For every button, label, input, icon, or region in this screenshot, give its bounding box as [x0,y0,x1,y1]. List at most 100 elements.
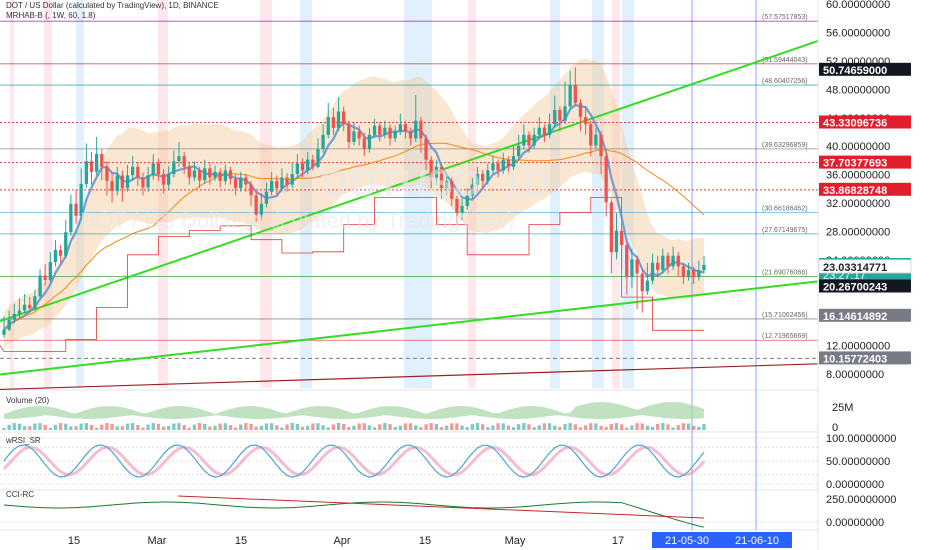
candle[interactable] [583,117,588,125]
volume-bar[interactable] [347,426,351,430]
candle[interactable] [177,156,181,162]
candle[interactable] [676,255,680,267]
candle[interactable] [7,319,11,330]
candle[interactable] [331,117,335,128]
volume-bar[interactable] [110,423,114,430]
volume-bar[interactable] [74,426,78,430]
candle[interactable] [95,154,99,172]
volume-bar[interactable] [120,426,124,430]
candle[interactable] [599,134,603,157]
volume-bar[interactable] [594,423,598,430]
volume-bar[interactable] [666,424,670,430]
volume-bar[interactable] [280,427,284,431]
volume-bar[interactable] [131,423,135,430]
volume-bar[interactable] [645,425,649,430]
volume-bar[interactable] [517,424,521,430]
candle[interactable] [609,202,613,253]
volume-bar[interactable] [177,423,181,430]
candle[interactable] [547,124,552,135]
candle[interactable] [414,120,418,139]
price-pane[interactable]: (57.57517853) (51.59444043) (48.60407256) (… [0,0,819,531]
volume-bar[interactable] [501,423,505,430]
volume-bar[interactable] [352,425,356,430]
candle[interactable] [141,177,145,188]
candle[interactable] [136,166,140,178]
candle[interactable] [645,280,649,292]
candle[interactable] [156,163,160,174]
volume-bar[interactable] [681,423,685,430]
candle[interactable] [372,125,377,135]
volume-bar[interactable] [620,424,624,430]
candle[interactable] [671,255,675,267]
candle[interactable] [465,195,469,206]
volume-bar[interactable] [295,424,299,430]
candle[interactable] [589,124,593,146]
volume-bar[interactable] [650,426,655,430]
candle[interactable] [367,134,372,149]
volume-bar[interactable] [362,423,366,430]
volume-bar[interactable] [203,423,207,430]
candle[interactable] [650,262,655,281]
volume-bar[interactable] [300,426,305,430]
volume-bar[interactable] [146,424,150,430]
candle[interactable] [182,156,186,167]
candle[interactable] [553,110,557,125]
price-tag[interactable] [819,115,911,129]
volume-bar[interactable] [563,424,567,430]
volume-bar[interactable] [89,424,94,430]
volume-bar[interactable] [537,425,541,430]
candle[interactable] [203,168,207,181]
candle[interactable] [481,174,485,182]
candle[interactable] [542,127,547,135]
candle[interactable] [249,184,253,196]
volume-bar[interactable] [125,423,130,430]
volume-bar[interactable] [424,424,428,430]
volume-bar[interactable] [213,425,217,430]
candle[interactable] [306,159,310,171]
time-axis[interactable]: 15 Mar 15 Apr 15 May 17 [68,535,624,547]
volume-bar[interactable] [583,425,588,430]
volume-bar[interactable] [465,427,469,430]
volume-bar[interactable] [661,423,665,430]
volume-bar[interactable] [671,427,675,431]
candle[interactable] [264,191,269,204]
candle[interactable] [336,111,341,128]
candle[interactable] [311,159,315,167]
volume-bar[interactable] [553,425,557,430]
candle[interactable] [89,161,94,172]
volume-bar[interactable] [506,425,510,431]
volume-bar[interactable] [218,423,222,431]
volume-bar[interactable] [316,423,320,430]
candle[interactable] [100,154,104,167]
candle[interactable] [702,265,706,270]
volume-bar[interactable] [28,426,32,430]
volume-bar[interactable] [532,427,536,430]
volume-bar[interactable] [573,424,577,430]
candle[interactable] [295,163,299,174]
volume-bar[interactable] [172,423,176,431]
volume-bar[interactable] [228,425,233,430]
volume-bar[interactable] [542,423,547,430]
candle[interactable] [419,120,423,139]
candle[interactable] [218,171,222,181]
candle[interactable] [455,198,459,213]
candle[interactable] [115,175,119,191]
candle[interactable] [254,195,258,215]
candle[interactable] [58,250,63,256]
volume-bar[interactable] [630,425,634,430]
candle[interactable] [357,131,361,139]
candle[interactable] [146,175,150,188]
candle[interactable] [537,127,541,135]
candle[interactable] [105,166,109,181]
volume-bar[interactable] [383,423,387,430]
volume-bar[interactable] [105,423,109,430]
volume-bar[interactable] [393,427,397,430]
cci-pane[interactable] [0,495,818,528]
candle[interactable] [522,134,526,146]
volume-bar[interactable] [259,425,263,430]
candle[interactable] [460,206,464,214]
candle[interactable] [491,163,495,171]
volume-bar[interactable] [192,424,197,431]
candle[interactable] [656,262,660,270]
volume-bar[interactable] [496,423,500,430]
